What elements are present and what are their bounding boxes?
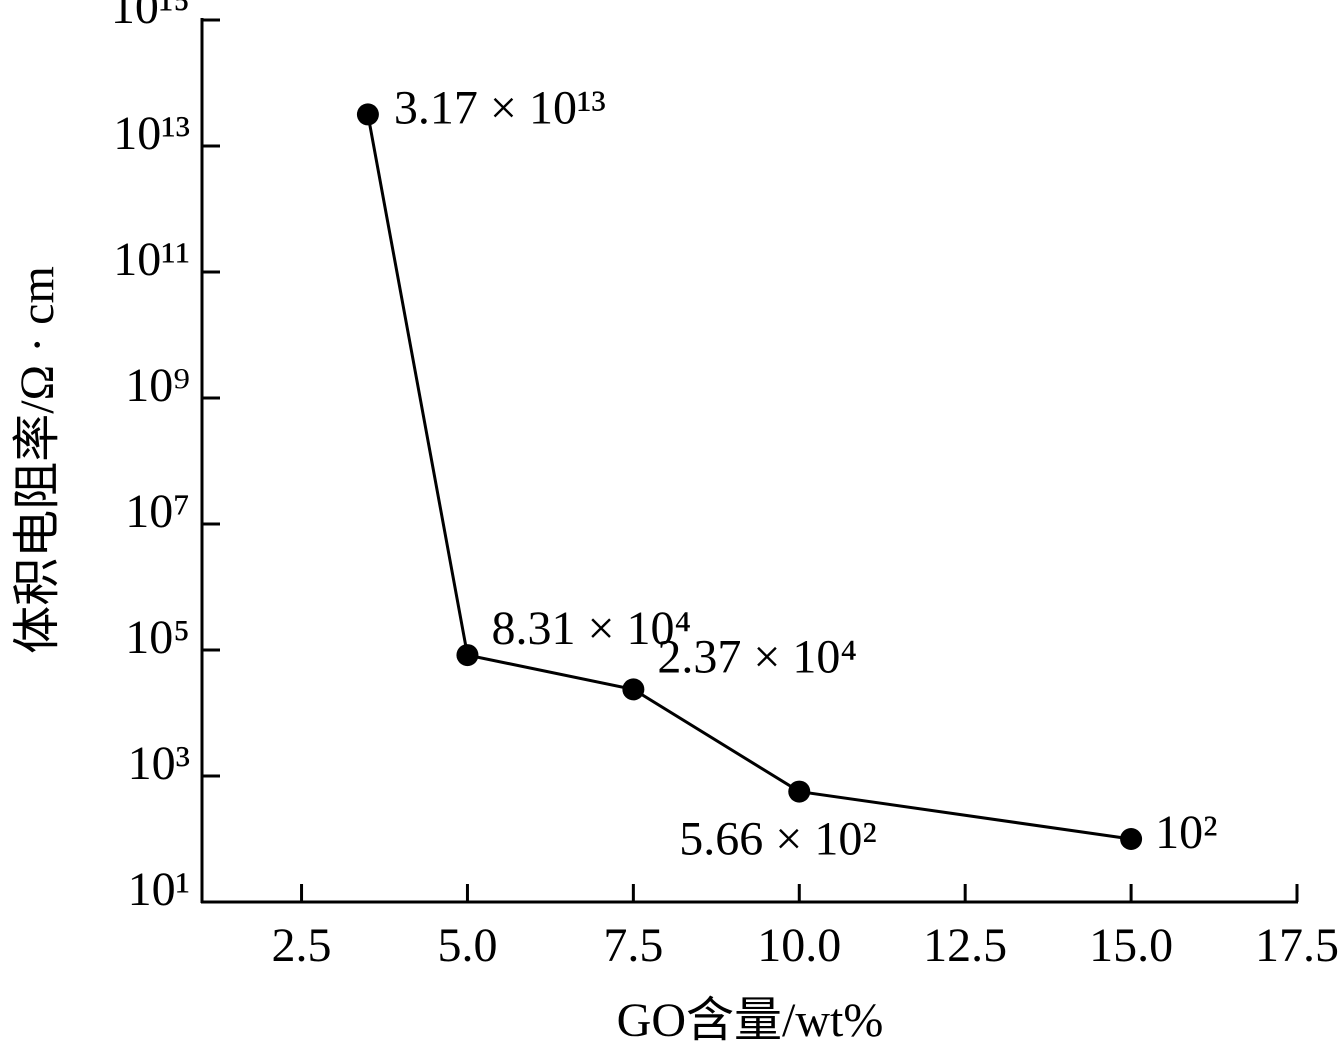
point	[456, 644, 479, 667]
y-tick-label: 10¹¹	[113, 233, 190, 286]
y-tick-label: 10⁹	[125, 359, 190, 412]
y-tick-label: 10¹	[128, 863, 190, 916]
point	[356, 103, 379, 126]
x-axis-label: GO含量/wt%	[617, 994, 884, 1047]
x-tick-label: 10.0	[757, 919, 841, 972]
x-tick-label: 17.5	[1255, 919, 1339, 972]
point	[622, 678, 645, 701]
data-label: 2.37 × 10⁴	[657, 630, 857, 683]
data-label: 3.17 × 10¹³	[394, 81, 606, 134]
y-tick-label: 10⁵	[125, 611, 190, 664]
y-tick-label: 10³	[128, 737, 190, 790]
x-tick-label: 15.0	[1089, 919, 1173, 972]
y-tick-label: 10¹³	[113, 107, 190, 160]
line	[366, 114, 1132, 841]
y-axis-label: 体积电阻率/Ω · cm	[11, 266, 64, 654]
point	[788, 780, 811, 803]
data-label: 10²	[1155, 806, 1217, 859]
y-tick-label: 10⁷	[125, 485, 190, 538]
data-label: 8.31 × 10⁴	[491, 602, 691, 655]
x-tick-label: 12.5	[923, 919, 1007, 972]
x-tick-label: 7.5	[603, 919, 663, 972]
data-label: 5.66 × 10²	[679, 813, 876, 866]
x-tick-label: 2.5	[272, 919, 332, 972]
point	[1120, 828, 1143, 850]
y-tick-label: 10¹⁵	[111, 0, 190, 34]
x-tick-label: 5.0	[437, 919, 497, 972]
